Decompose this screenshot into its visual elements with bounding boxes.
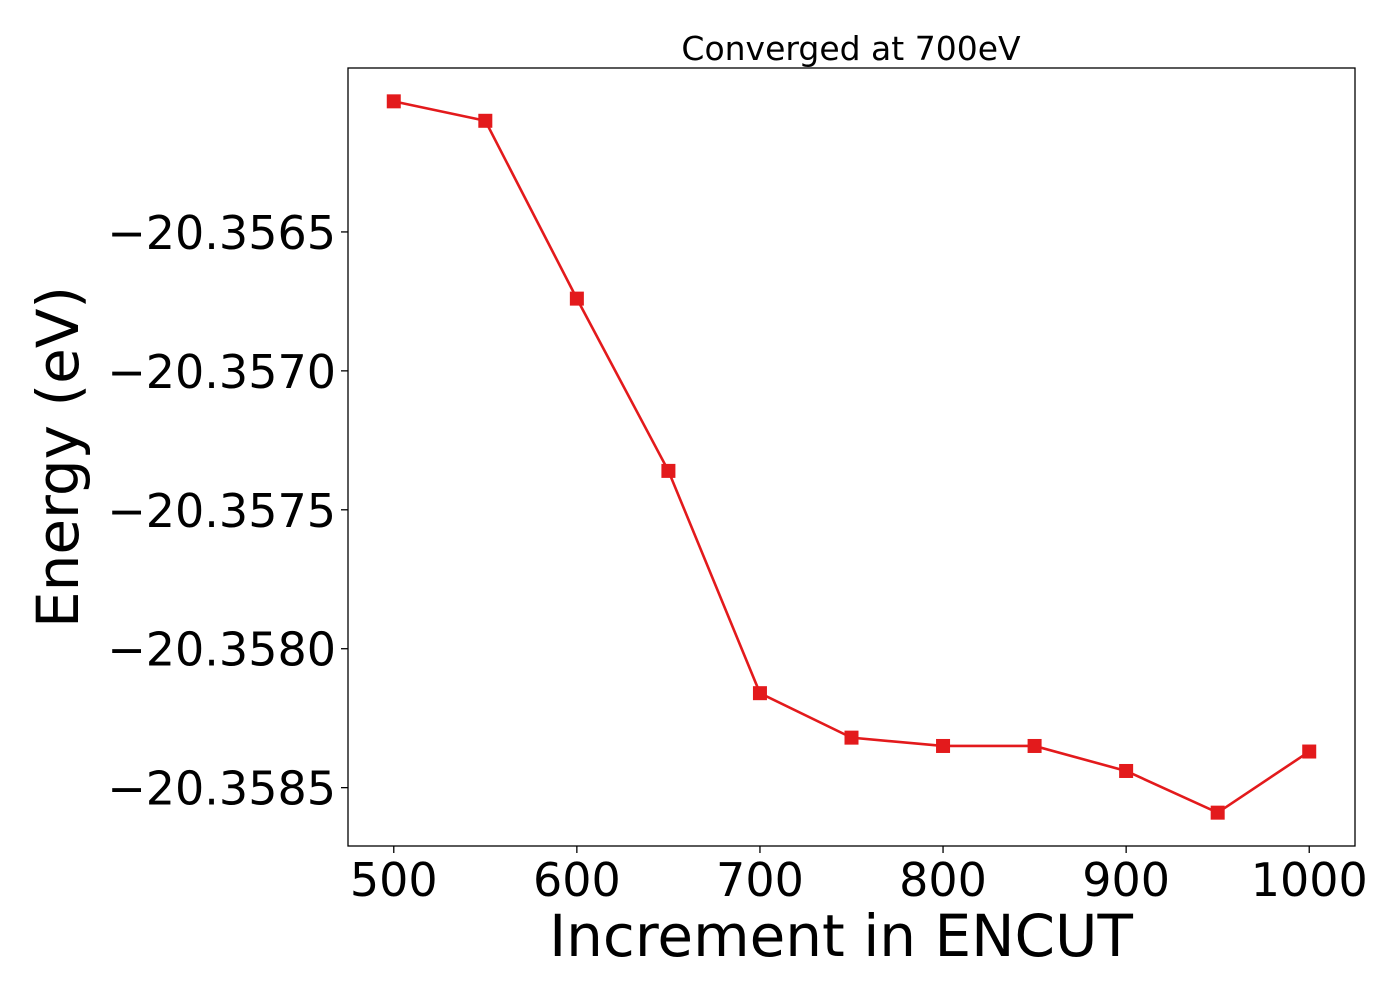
x-axis-label: Increment in ENCUT [549,902,1133,970]
series-layer [386,94,1317,820]
x-tick-label: 500 [350,853,438,907]
x-tick-label: 1000 [1251,853,1368,907]
data-point-marker [1027,738,1042,753]
data-point-marker [386,94,401,109]
chart-title: Converged at 700eV [681,29,1021,68]
y-tick-label: −20.3585 [107,762,336,816]
x-tick-label: 800 [899,853,987,907]
x-axis: 500 600 700 800 900 1000 [350,846,1368,907]
x-tick-label: 700 [716,853,804,907]
y-tick-label: −20.3570 [107,345,336,399]
data-point-marker [1302,744,1317,759]
data-point-marker [478,113,493,128]
y-tick-label: −20.3575 [107,484,336,538]
data-point-marker [1119,763,1134,778]
data-point-marker [1210,805,1225,820]
data-point-marker [661,463,676,478]
y-tick-label: −20.3580 [107,623,336,677]
plot-area-frame [347,67,1356,847]
y-axis: −20.3565 −20.3570 −20.3575 −20.3580 −20.3585 [107,206,348,816]
y-tick-label: −20.3565 [107,206,336,260]
x-tick-label: 900 [1082,853,1170,907]
data-point-marker [844,730,859,745]
data-point-marker [752,686,767,701]
series-line [393,100,1310,815]
x-tick-label: 600 [533,853,621,907]
y-axis-label: Energy (eV) [24,286,92,628]
data-point-marker [936,738,951,753]
data-point-marker [569,291,584,306]
